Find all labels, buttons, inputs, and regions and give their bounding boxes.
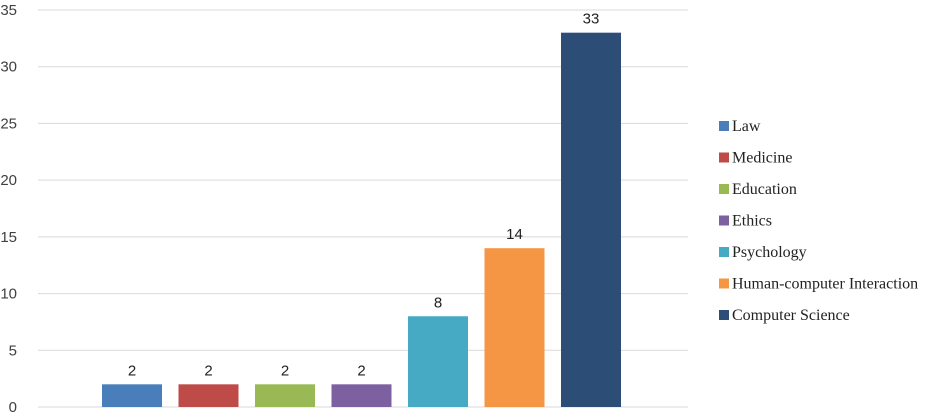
legend: Law Medicine Education Ethics Psychology Huma… bbox=[719, 118, 918, 324]
legend-swatch bbox=[719, 121, 729, 131]
y-tick-label: 15 bbox=[0, 229, 17, 246]
legend-swatch bbox=[719, 184, 729, 194]
y-tick-label: 20 bbox=[0, 172, 17, 189]
data-label: 2 bbox=[357, 362, 365, 379]
bar-education bbox=[255, 384, 315, 407]
y-tick-label: 10 bbox=[0, 286, 17, 303]
bar-computer-science bbox=[561, 32, 621, 407]
legend-swatch bbox=[719, 152, 729, 163]
data-label: 2 bbox=[281, 362, 289, 379]
legend-swatch bbox=[719, 278, 729, 289]
y-tick-label: 5 bbox=[9, 342, 17, 359]
legend-swatch bbox=[719, 310, 729, 320]
legend-item: Ethics bbox=[719, 213, 772, 230]
y-tick-label: 25 bbox=[0, 115, 17, 132]
legend-item: Psychology bbox=[719, 244, 807, 261]
legend-label: Law bbox=[732, 118, 761, 135]
data-label: 8 bbox=[434, 294, 442, 311]
bar-law bbox=[102, 384, 162, 407]
y-axis-tick-labels: 0 5 10 15 20 25 30 35 bbox=[0, 2, 17, 414]
gridlines bbox=[38, 9, 688, 408]
legend-label: Computer Science bbox=[732, 307, 850, 324]
bar-psychology bbox=[408, 316, 468, 407]
y-tick-label: 35 bbox=[0, 2, 17, 19]
legend-item: Medicine bbox=[719, 150, 792, 167]
legend-swatch bbox=[719, 215, 729, 226]
y-tick-label: 0 bbox=[9, 399, 17, 414]
data-label: 14 bbox=[506, 226, 523, 243]
legend-label: Education bbox=[732, 181, 797, 198]
y-tick-label: 30 bbox=[0, 59, 17, 76]
data-label: 33 bbox=[583, 11, 600, 28]
legend-item: Education bbox=[719, 181, 797, 198]
bar-ethics bbox=[331, 384, 392, 407]
bar-human-computer-interaction bbox=[484, 248, 545, 407]
legend-item: Human-computer Interaction bbox=[719, 276, 918, 293]
legend-label: Medicine bbox=[732, 150, 792, 167]
legend-label: Human-computer Interaction bbox=[732, 276, 918, 293]
legend-item: Law bbox=[719, 118, 761, 135]
bars bbox=[102, 32, 621, 407]
data-label: 2 bbox=[204, 362, 212, 379]
bar-medicine bbox=[178, 384, 239, 407]
legend-swatch bbox=[719, 247, 729, 257]
data-labels: 2 2 2 2 8 14 33 bbox=[128, 11, 600, 380]
legend-label: Psychology bbox=[732, 244, 807, 261]
legend-label: Ethics bbox=[732, 213, 772, 230]
data-label: 2 bbox=[128, 362, 136, 379]
legend-item: Computer Science bbox=[719, 307, 850, 324]
